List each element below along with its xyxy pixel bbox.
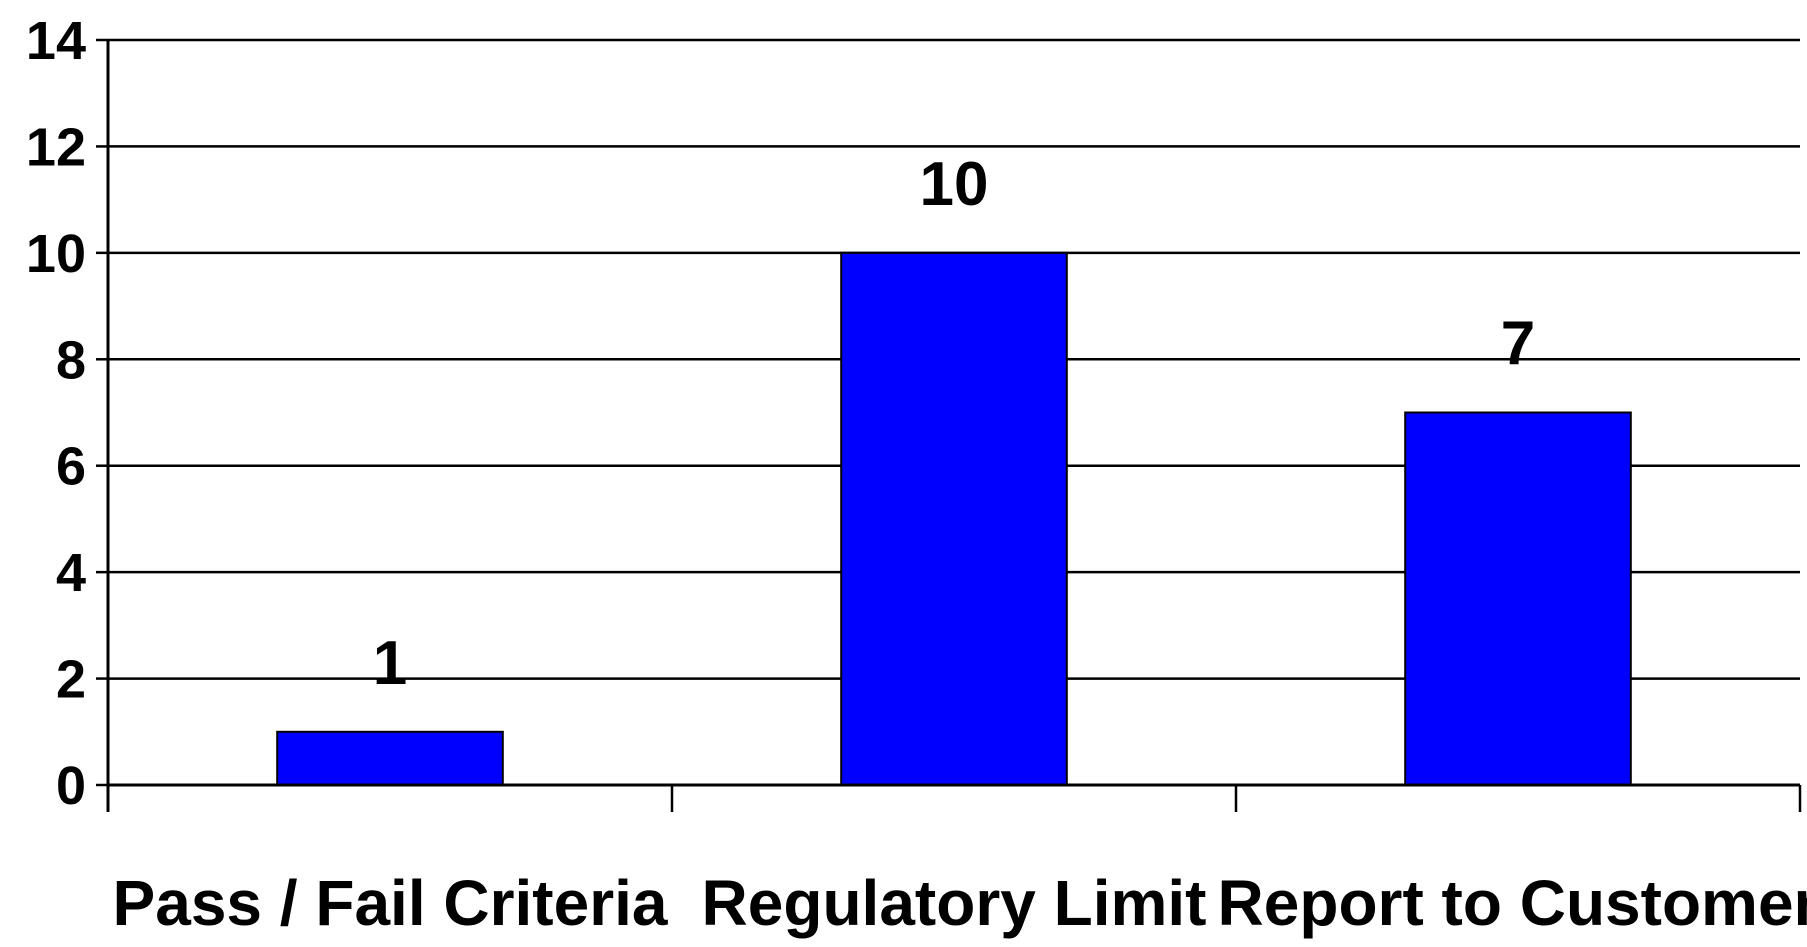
category-labels: Pass / Fail Criteria Regulatory Limit Repo… — [113, 867, 1807, 939]
bar-3 — [1404, 411, 1632, 786]
y-tick-label: 10 — [26, 224, 86, 284]
y-tick-label: 0 — [56, 756, 86, 816]
y-tick-label: 6 — [56, 437, 86, 497]
data-label-3: 7 — [1501, 310, 1535, 379]
category-label-1: Pass / Fail Criteria — [113, 867, 668, 939]
y-tick-label: 8 — [56, 330, 86, 390]
y-tick-label: 2 — [56, 650, 86, 710]
y-tick-label: 14 — [26, 11, 86, 71]
y-tick-labels: 0 2 4 6 8 10 12 14 — [26, 11, 86, 816]
axes — [96, 38, 1802, 812]
data-label-1: 1 — [373, 629, 407, 698]
bars — [276, 251, 1632, 787]
bar-1 — [276, 730, 504, 786]
data-labels: 1 10 7 — [373, 150, 1535, 698]
category-label-3: Report to Customer — [1218, 867, 1807, 939]
bar-2 — [840, 251, 1068, 787]
y-tick-label: 12 — [26, 117, 86, 177]
y-tick-label: 4 — [56, 543, 86, 603]
data-label-2: 10 — [920, 150, 989, 219]
category-label-2: Regulatory Limit — [702, 867, 1207, 939]
